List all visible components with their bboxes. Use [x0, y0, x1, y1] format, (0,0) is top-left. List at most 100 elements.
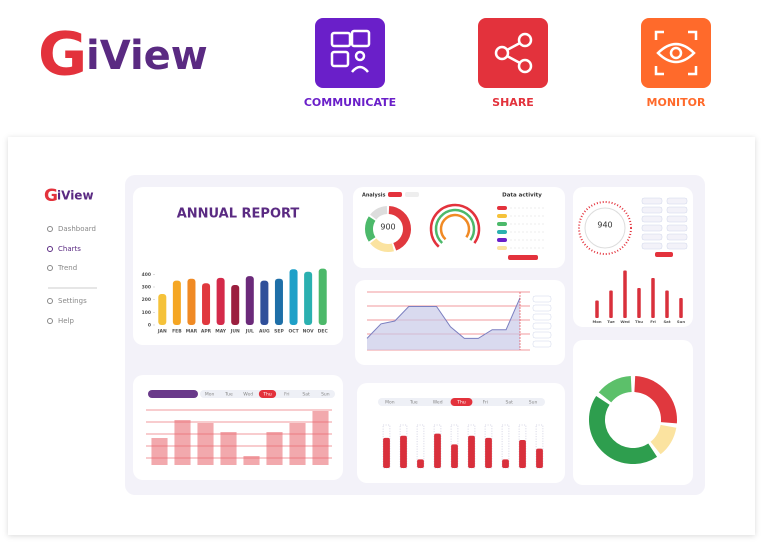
bar	[231, 284, 240, 325]
day-tab: Fri	[483, 400, 488, 406]
line	[366, 297, 521, 339]
day-tab: Mon	[385, 400, 395, 406]
day-tab: Sat	[506, 400, 514, 406]
day-tab: Thu	[456, 400, 466, 406]
table-cell	[532, 295, 552, 303]
bar	[243, 456, 260, 465]
nav-item: Settings	[58, 297, 87, 305]
nav-item: Help	[58, 317, 75, 325]
x-tick-label: Tue	[607, 319, 615, 324]
nav-item: Dashboard	[58, 225, 96, 233]
nav-icon	[47, 226, 53, 232]
bar	[383, 437, 390, 468]
panel-label: Data activity	[502, 193, 542, 199]
y-tick-label: 0	[148, 323, 151, 329]
x-tick-label: AUG	[259, 329, 270, 335]
bar	[289, 269, 298, 325]
nav-item: Trend	[57, 264, 77, 272]
bar	[485, 437, 492, 468]
x-tick-label: JUN	[230, 329, 240, 335]
share-icon	[478, 18, 548, 88]
y-tick-label: 200	[142, 297, 151, 303]
gauge-value: 940	[597, 221, 612, 230]
bar	[187, 278, 196, 325]
panel-label: Analysis	[362, 193, 385, 199]
day-tab: Sun	[321, 392, 330, 398]
button	[508, 255, 538, 260]
x-tick-label: FEB	[172, 329, 182, 335]
x-tick-label: SEP	[274, 329, 284, 335]
bar	[502, 459, 509, 468]
y-tick-label: 100	[142, 310, 151, 316]
bar	[595, 300, 599, 318]
day-tab: Thu	[262, 392, 272, 398]
bar	[468, 435, 475, 468]
legend-pill	[497, 246, 507, 250]
x-tick-label: JUL	[245, 329, 254, 335]
day-tab: Tue	[409, 400, 418, 406]
y-tick-label: 300	[142, 285, 151, 291]
button	[655, 252, 673, 257]
tab-selected	[450, 398, 473, 406]
nav-icon	[47, 246, 53, 252]
bar	[197, 423, 214, 465]
bar	[451, 444, 458, 468]
nav-icon	[47, 298, 53, 304]
donut-segment	[370, 206, 388, 220]
panel-title: ANNUAL REPORT	[177, 207, 300, 222]
monitor-icon	[641, 18, 711, 88]
area	[367, 297, 520, 350]
tab-selected	[258, 390, 277, 398]
pill	[148, 390, 198, 398]
bar	[260, 280, 269, 325]
bar	[172, 280, 181, 325]
table-cell	[666, 206, 688, 214]
logo-text: iView	[86, 33, 208, 79]
sidebar-logo-text: iView	[57, 189, 94, 203]
donut-segment	[633, 376, 677, 424]
bar	[220, 432, 237, 465]
sidebar-logo-mark: G	[44, 186, 58, 206]
bar	[679, 298, 683, 318]
x-tick-label: Fri	[650, 319, 656, 324]
legend-pill	[497, 238, 507, 242]
table-cell	[641, 206, 663, 214]
x-tick-label: Sun	[677, 319, 685, 324]
donut-segment	[650, 424, 677, 455]
x-tick-label: DEC	[318, 329, 329, 335]
bar	[651, 278, 655, 318]
gauge-ring	[578, 201, 632, 255]
y-tick-label: 400	[142, 272, 151, 278]
day-tab: Sat	[302, 392, 310, 398]
feature-label: MONITOR	[647, 96, 706, 109]
bar	[637, 288, 641, 318]
feature-label: COMMUNICATE	[304, 96, 396, 109]
day-tab: Wed	[243, 392, 253, 398]
day-tab: Fri	[284, 392, 289, 398]
bar	[266, 432, 283, 465]
table-cell	[666, 197, 688, 205]
legend-pill	[497, 214, 507, 218]
donut-segment	[598, 376, 633, 403]
donut-segment	[370, 238, 395, 252]
table-cell	[666, 224, 688, 232]
legend-pill	[497, 206, 507, 210]
donut-segment	[388, 206, 411, 251]
table-cell	[532, 313, 552, 321]
bar	[304, 271, 313, 325]
bar	[312, 411, 329, 465]
day-tab: Wed	[433, 400, 443, 406]
table-cell	[532, 340, 552, 348]
bar	[318, 268, 327, 325]
x-tick-label: NOV	[303, 329, 314, 335]
logo-mark: G	[38, 20, 87, 90]
bar	[519, 440, 526, 468]
day-tab: Sun	[529, 400, 538, 406]
donut-segment	[589, 395, 658, 464]
center-value: 900	[380, 223, 395, 232]
table-cell	[641, 242, 663, 250]
ring	[429, 203, 481, 248]
legend-pill	[497, 222, 507, 226]
feature-label: SHARE	[492, 96, 534, 109]
bar	[202, 283, 211, 325]
